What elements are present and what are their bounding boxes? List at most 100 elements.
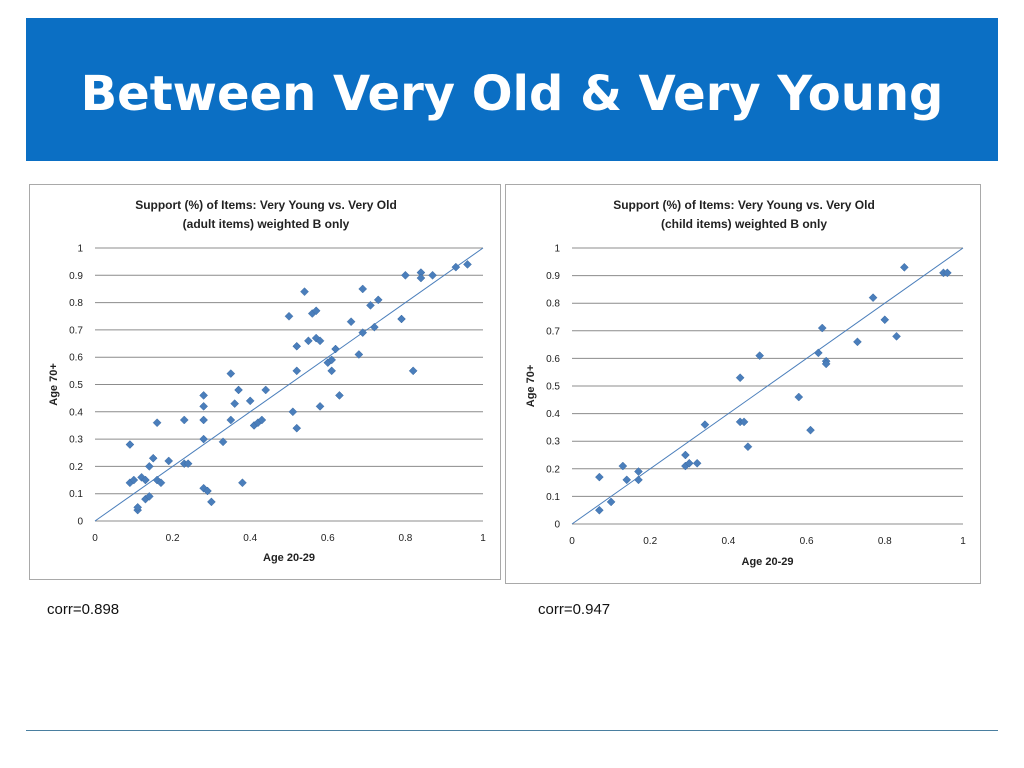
data-point bbox=[451, 262, 461, 272]
data-point bbox=[331, 344, 340, 354]
data-point bbox=[141, 475, 150, 485]
data-point bbox=[218, 437, 228, 447]
slide-title: Between Very Old & Very Young bbox=[80, 66, 944, 122]
data-point bbox=[595, 505, 604, 515]
data-point bbox=[743, 442, 753, 452]
data-point bbox=[943, 268, 952, 278]
x-axis-label: Age 20-29 bbox=[742, 556, 794, 568]
x-tick-label: 0.4 bbox=[721, 536, 735, 547]
data-point bbox=[416, 273, 426, 283]
data-point bbox=[125, 440, 135, 449]
data-point bbox=[292, 341, 302, 351]
data-point bbox=[226, 415, 236, 425]
y-tick-label: 0.9 bbox=[69, 271, 83, 282]
chart-subtitle: (child items) weighted B only bbox=[661, 217, 827, 231]
x-tick-label: 0.2 bbox=[166, 533, 180, 544]
data-point bbox=[428, 270, 437, 280]
data-point bbox=[408, 366, 418, 376]
chart-child-items: Support (%) of Items: Very Young vs. Ver… bbox=[505, 184, 981, 584]
x-tick-label: 0.6 bbox=[321, 533, 335, 544]
data-point bbox=[315, 336, 325, 346]
data-point bbox=[179, 415, 189, 425]
chart-subtitle: (adult items) weighted B only bbox=[183, 217, 350, 231]
y-tick-label: 1 bbox=[554, 244, 560, 255]
y-tick-label: 0.1 bbox=[546, 492, 560, 503]
y-tick-label: 0.3 bbox=[546, 437, 560, 448]
data-point bbox=[868, 293, 878, 303]
chart-adult-items-svg: Support (%) of Items: Very Young vs. Ver… bbox=[48, 198, 486, 564]
data-point bbox=[199, 415, 208, 425]
y-axis-label: Age 70+ bbox=[48, 363, 60, 406]
data-point bbox=[899, 262, 909, 272]
data-point bbox=[606, 497, 616, 507]
x-tick-label: 0.8 bbox=[398, 533, 412, 544]
data-point bbox=[401, 270, 410, 280]
data-point bbox=[373, 295, 383, 305]
data-point bbox=[370, 322, 379, 332]
data-point bbox=[234, 385, 243, 395]
data-point bbox=[261, 385, 271, 395]
data-point bbox=[595, 472, 604, 482]
x-tick-label: 0.8 bbox=[878, 536, 892, 547]
data-point bbox=[346, 317, 356, 327]
data-point bbox=[817, 323, 827, 333]
data-point bbox=[304, 336, 313, 346]
data-point bbox=[133, 502, 143, 512]
data-point bbox=[288, 407, 298, 417]
data-point bbox=[203, 486, 212, 496]
y-tick-label: 0.8 bbox=[546, 299, 560, 310]
chart-adult-items: Support (%) of Items: Very Young vs. Ver… bbox=[29, 184, 501, 580]
data-point bbox=[129, 475, 139, 485]
x-tick-label: 0.4 bbox=[243, 533, 257, 544]
data-point bbox=[315, 401, 325, 411]
data-point bbox=[739, 417, 749, 427]
data-point bbox=[238, 478, 247, 488]
x-tick-label: 0.6 bbox=[800, 536, 814, 547]
data-point bbox=[700, 420, 710, 429]
y-tick-label: 0.3 bbox=[69, 435, 83, 446]
x-tick-label: 1 bbox=[960, 536, 966, 547]
data-point bbox=[327, 355, 337, 365]
data-point bbox=[292, 366, 302, 376]
data-point bbox=[794, 392, 804, 402]
y-axis-label: Age 70+ bbox=[525, 365, 537, 408]
data-point bbox=[366, 300, 375, 310]
y-tick-label: 0.7 bbox=[546, 326, 560, 337]
data-point bbox=[684, 458, 694, 468]
data-point bbox=[735, 373, 745, 383]
data-point bbox=[892, 331, 901, 341]
y-tick-label: 0.6 bbox=[69, 353, 83, 364]
y-tick-label: 0.4 bbox=[69, 407, 83, 418]
data-point bbox=[806, 425, 815, 435]
data-point bbox=[207, 497, 216, 507]
y-tick-label: 0.8 bbox=[69, 298, 83, 309]
data-point bbox=[148, 453, 158, 463]
x-tick-label: 0.2 bbox=[643, 536, 657, 547]
data-point bbox=[634, 475, 643, 485]
chart-title: Support (%) of Items: Very Young vs. Ver… bbox=[135, 198, 397, 212]
corr-right: corr=0.947 bbox=[538, 601, 611, 618]
data-point bbox=[284, 311, 294, 321]
data-point bbox=[144, 492, 154, 501]
y-tick-label: 0.7 bbox=[69, 325, 83, 336]
data-point bbox=[156, 478, 166, 488]
y-tick-label: 0 bbox=[554, 520, 560, 531]
data-point bbox=[183, 459, 193, 469]
data-point bbox=[245, 396, 255, 406]
data-point bbox=[164, 456, 174, 466]
data-point bbox=[152, 418, 162, 428]
x-tick-label: 0 bbox=[92, 533, 98, 544]
y-tick-label: 0.2 bbox=[546, 464, 560, 475]
data-point bbox=[292, 423, 302, 433]
data-point bbox=[199, 401, 208, 411]
title-banner: Between Very Old & Very Young bbox=[26, 18, 998, 161]
y-tick-label: 0.6 bbox=[546, 354, 560, 365]
data-point bbox=[311, 306, 321, 316]
data-point bbox=[300, 287, 309, 297]
data-point bbox=[397, 314, 406, 324]
y-tick-label: 0.5 bbox=[546, 382, 560, 393]
footer-divider bbox=[26, 730, 998, 731]
y-tick-label: 0.1 bbox=[69, 489, 83, 500]
data-point bbox=[257, 415, 267, 425]
reference-line bbox=[94, 247, 484, 522]
